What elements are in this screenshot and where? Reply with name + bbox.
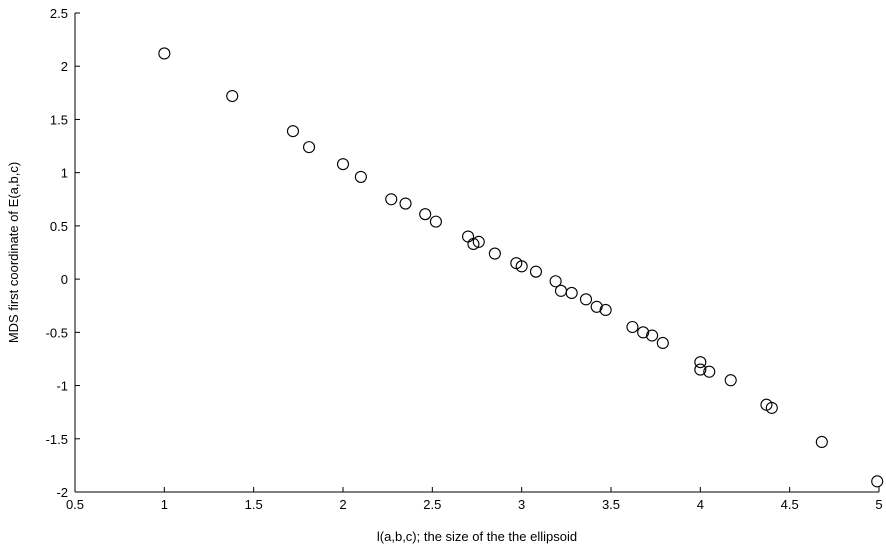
y-tick-label: 1.5 [50,112,68,127]
y-ticks: 2.5 2 1.5 1 0.5 0 -0.5 -1 -1.5 -2 [46,6,80,500]
x-tick-label: 2 [339,497,346,512]
data-point [637,326,650,339]
y-tick-label: -1 [56,379,68,394]
y-tick-label: 0.5 [50,219,68,234]
x-tick-label: 4.5 [781,497,799,512]
data-point [765,401,778,414]
data-point [529,265,543,278]
axes [74,13,879,493]
x-ticks: 0.5 1 1.5 2 2.5 3 3.5 4 4.5 5 [66,487,883,512]
x-tick-label: 1.5 [245,497,263,512]
data-point [579,293,593,306]
y-axis-label: MDS first coordinate of E(a,b,c) [6,162,21,343]
data-point [419,208,432,221]
data-point [515,260,528,273]
data-point [158,47,171,60]
x-tick-label: 0.5 [66,497,84,512]
data-point [399,197,412,210]
x-tick-label: 3.5 [602,497,620,512]
data-point [549,275,562,288]
data-point [871,475,884,488]
data-point [646,329,659,342]
data-point [694,363,707,376]
x-tick-label: 3 [518,497,525,512]
data-point [488,247,501,260]
y-tick-label: -1.5 [46,432,68,447]
x-tick-label: 2.5 [423,497,441,512]
y-tick-label: 0 [61,272,68,287]
data-point [467,237,480,251]
data-point [336,158,350,171]
y-tick-label: 2.5 [50,6,68,21]
y-tick-label: -0.5 [46,325,68,340]
data-point [472,235,485,248]
data-point [354,170,367,183]
data-point [815,435,828,449]
data-point [694,356,707,369]
data-point [626,320,639,334]
data-point [385,193,398,206]
data-point [462,230,475,243]
data-point [656,336,669,350]
data-point [226,89,239,103]
data-point [429,215,442,228]
x-tick-label: 1 [161,497,168,512]
x-axis-label: l(a,b,c); the size of the the ellipsoid [377,529,577,544]
y-tick-label: 2 [61,59,68,74]
data-point [724,374,737,387]
data-point [554,284,568,297]
y-tick-label: 1 [61,166,68,181]
data-point [703,365,716,378]
data-point [599,303,612,317]
x-tick-label: 5 [875,497,882,512]
data-points [158,47,884,488]
data-point [565,286,578,299]
y-tick-label: -2 [56,485,68,500]
data-point [303,141,316,154]
data-point [286,125,300,138]
data-point [590,300,603,313]
x-tick-label: 4 [697,497,704,512]
